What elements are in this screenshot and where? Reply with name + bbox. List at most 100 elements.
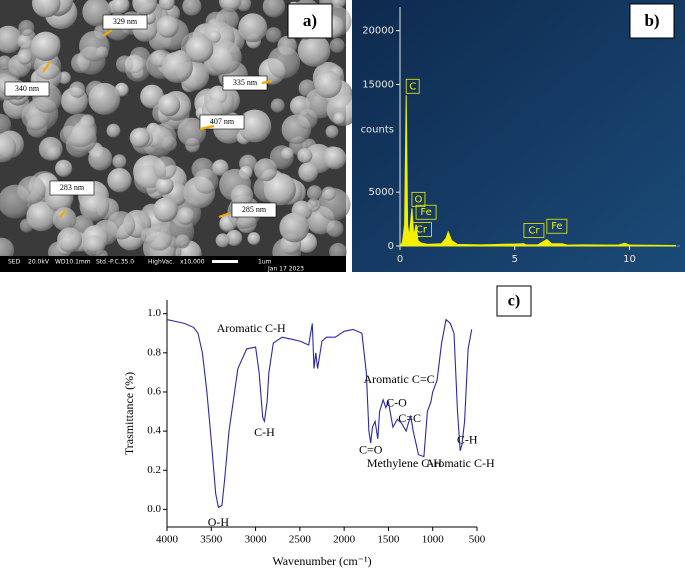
peak-label-box xyxy=(405,78,420,94)
particle xyxy=(238,109,272,143)
arrow xyxy=(42,61,51,73)
label-box xyxy=(231,202,277,218)
sem-image: a) xyxy=(0,0,360,272)
particle xyxy=(32,0,61,18)
band-label: C=O xyxy=(359,442,383,456)
x-tick-label: 3000 xyxy=(245,534,268,546)
particle xyxy=(153,197,178,223)
arrow xyxy=(218,211,231,219)
particle xyxy=(185,35,214,63)
x-tick-label: 5 xyxy=(512,254,518,265)
label-box xyxy=(49,180,95,196)
particle xyxy=(132,0,158,16)
size-label: 407 nm xyxy=(210,117,235,126)
particle xyxy=(31,31,61,61)
x-tick-label: 10 xyxy=(623,254,636,265)
particle xyxy=(297,148,313,164)
y-tick-label: 0.2 xyxy=(147,464,161,476)
y-tick-label: 20000 xyxy=(362,26,394,37)
particle xyxy=(267,45,301,79)
x-tick-label: 1500 xyxy=(377,534,400,546)
band-label: Aromatic C-H xyxy=(426,456,495,470)
particle xyxy=(0,25,23,54)
size-label: 283 nm xyxy=(60,183,85,192)
particle xyxy=(158,0,175,11)
band-label: O-H xyxy=(208,515,230,529)
ftir-line xyxy=(166,318,473,509)
particle xyxy=(203,86,235,117)
particle xyxy=(125,56,151,82)
band-label: C=C xyxy=(398,411,421,425)
info-text: Std.-P.C.35.0 xyxy=(96,259,134,266)
peak-label: Cr xyxy=(528,226,540,237)
info-bar xyxy=(0,256,346,272)
particle xyxy=(306,198,321,212)
y-axis-label: Trasmittance (%) xyxy=(122,372,136,455)
particle xyxy=(263,173,297,206)
peak-label-box xyxy=(411,191,426,207)
arrow xyxy=(59,209,67,218)
info-text: x10,000 xyxy=(180,259,205,266)
x-tick-label: 0 xyxy=(397,254,403,265)
label-box xyxy=(4,81,50,97)
particle xyxy=(0,113,12,136)
y-tick-label: 1.0 xyxy=(147,307,161,319)
particle xyxy=(226,229,243,246)
peak-label: C xyxy=(409,81,416,92)
particle xyxy=(230,184,254,208)
size-label: 285 nm xyxy=(242,205,267,214)
size-label: 335 nm xyxy=(233,78,258,87)
info-text: WD10.1mm xyxy=(55,259,91,266)
label-box xyxy=(199,114,245,130)
particle xyxy=(107,168,132,193)
particle xyxy=(52,207,77,231)
x-tick-label: 4000 xyxy=(156,534,179,546)
label-box xyxy=(102,14,148,30)
particle xyxy=(26,201,57,232)
particle xyxy=(254,158,278,182)
particle xyxy=(83,235,105,257)
arrow xyxy=(261,79,273,85)
particle xyxy=(208,40,242,75)
particle xyxy=(321,186,336,201)
peak-label-box xyxy=(411,222,432,237)
band-label: C-H xyxy=(457,433,478,447)
info-text: 1um xyxy=(258,259,272,266)
peak-label-box xyxy=(523,223,545,238)
particle xyxy=(314,70,342,99)
particle xyxy=(215,233,230,248)
x-tick-label: 2000 xyxy=(333,534,356,546)
particle xyxy=(106,211,136,240)
size-label: 329 nm xyxy=(113,17,138,26)
y-tick-label: 0.8 xyxy=(147,346,161,358)
particle xyxy=(325,125,339,139)
particle xyxy=(157,93,181,117)
x-tick-label: 1000 xyxy=(422,534,445,546)
particle xyxy=(57,227,83,253)
particle xyxy=(155,176,174,195)
particle xyxy=(279,212,310,243)
particle xyxy=(17,175,46,205)
particle xyxy=(193,168,219,194)
particle xyxy=(333,112,346,125)
particle xyxy=(79,30,110,62)
y-tick-label: 0.6 xyxy=(147,386,161,398)
band-label: C-H xyxy=(254,425,275,439)
particle xyxy=(149,123,177,151)
particle xyxy=(69,81,86,98)
particle xyxy=(176,207,195,225)
band-label: Methylene C-H xyxy=(367,456,442,470)
info-text: HighVac. xyxy=(148,259,174,266)
y-axis-label: counts xyxy=(361,125,394,136)
particle xyxy=(298,162,319,182)
info-text: 20.0kV xyxy=(28,259,50,266)
particle xyxy=(55,159,73,177)
particle xyxy=(182,0,202,16)
panel-label: c) xyxy=(508,293,520,310)
particle xyxy=(16,49,33,65)
band-label: Aromatic C-H xyxy=(217,321,286,335)
particle xyxy=(129,127,150,148)
particle xyxy=(111,0,130,14)
eds-background xyxy=(352,0,685,272)
